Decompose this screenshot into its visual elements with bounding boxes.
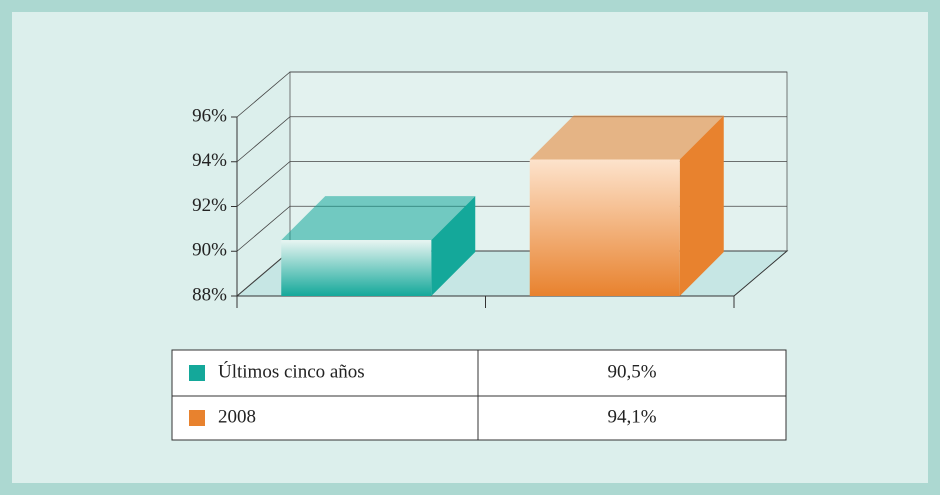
bar	[281, 196, 476, 296]
y-tick-label: 94%	[192, 150, 227, 171]
legend-label: Últimos cinco años	[218, 360, 365, 382]
legend-swatch	[189, 365, 205, 381]
bar-top	[529, 115, 724, 160]
data-label: 94,1%	[607, 406, 656, 427]
legend-swatch	[189, 410, 205, 426]
bar-front	[529, 159, 680, 296]
y-tick-label: 92%	[192, 195, 227, 216]
y-tick-label: 88%	[192, 284, 227, 305]
bar	[529, 115, 724, 296]
bar-side	[431, 196, 476, 296]
data-label: 90,5%	[607, 361, 656, 382]
y-tick-label: 90%	[192, 240, 227, 261]
bar-front	[281, 240, 432, 296]
legend-label: 2008	[218, 406, 256, 427]
grid-line	[236, 71, 787, 118]
bar-side	[679, 115, 724, 296]
bar-top	[281, 196, 476, 241]
y-tick-label: 96%	[192, 105, 227, 126]
legend-table	[171, 349, 787, 441]
